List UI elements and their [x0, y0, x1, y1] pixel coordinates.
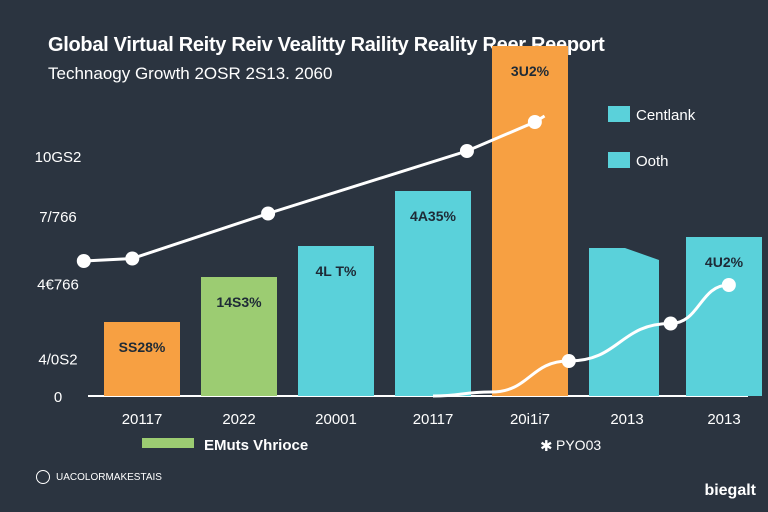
trend-line	[83, 114, 546, 263]
trend-point	[459, 144, 474, 158]
y-tick-label: 0	[54, 389, 62, 406]
circle-icon	[36, 470, 50, 484]
bar-data-label: 4U2%	[705, 254, 744, 270]
x-tick-label: 20117	[413, 411, 454, 428]
growth-point	[721, 278, 736, 292]
brand-logo: biegalt	[704, 482, 756, 499]
bar-data-label: 4A35%	[410, 208, 456, 224]
growth-point	[663, 316, 678, 331]
growth-curve	[432, 283, 729, 398]
trend-point	[261, 206, 276, 221]
bar	[686, 237, 762, 396]
legend-swatch	[608, 152, 630, 168]
bar	[201, 277, 277, 396]
legend-label: EMuts Vhrioce	[204, 437, 308, 454]
x-tick-label: 20001	[315, 411, 357, 428]
bar	[298, 246, 374, 396]
bar-data-label: 4L T%	[316, 263, 358, 279]
bar-data-label: 3U2%	[511, 63, 550, 79]
x-tick-label: 2022	[222, 411, 255, 428]
legend-swatch	[142, 438, 194, 448]
y-tick-label: 4€766	[37, 277, 79, 294]
source-text: UACOLORMAKESTAIS	[56, 471, 162, 483]
bar-data-label: 14S3%	[216, 294, 262, 310]
bar	[492, 46, 568, 396]
chart-subtitle: Technaogy Growth 2OSR 2S13. 2060	[48, 64, 333, 83]
bar-data-label: SS28%	[119, 339, 166, 355]
bar	[395, 191, 471, 396]
x-tick-label: 2013	[610, 411, 643, 428]
x-tick-label: 20117	[122, 411, 163, 428]
trend-point	[527, 115, 542, 129]
x-tick-label: 20i1i7	[510, 411, 550, 428]
chart-title: Global Virtual Reity Reiv Vealitty Raili…	[48, 34, 605, 56]
bar	[104, 322, 180, 396]
star-icon: ✱	[540, 437, 553, 455]
legend-label: PYO03	[556, 437, 601, 453]
growth-point	[561, 354, 576, 368]
bar	[589, 248, 659, 396]
y-tick-label: 10GS2	[35, 149, 82, 166]
y-tick-label: 7/766	[39, 209, 77, 226]
legend-label: Ooth	[636, 153, 669, 170]
legend-swatch	[608, 106, 630, 122]
trend-point	[125, 251, 140, 266]
x-tick-label: 2013	[707, 411, 740, 428]
trend-point	[76, 254, 91, 268]
y-tick-label: 4/0S2	[38, 352, 77, 369]
legend-label: Centlank	[636, 107, 696, 124]
source-note: UACOLORMAKESTAIS	[36, 470, 162, 484]
